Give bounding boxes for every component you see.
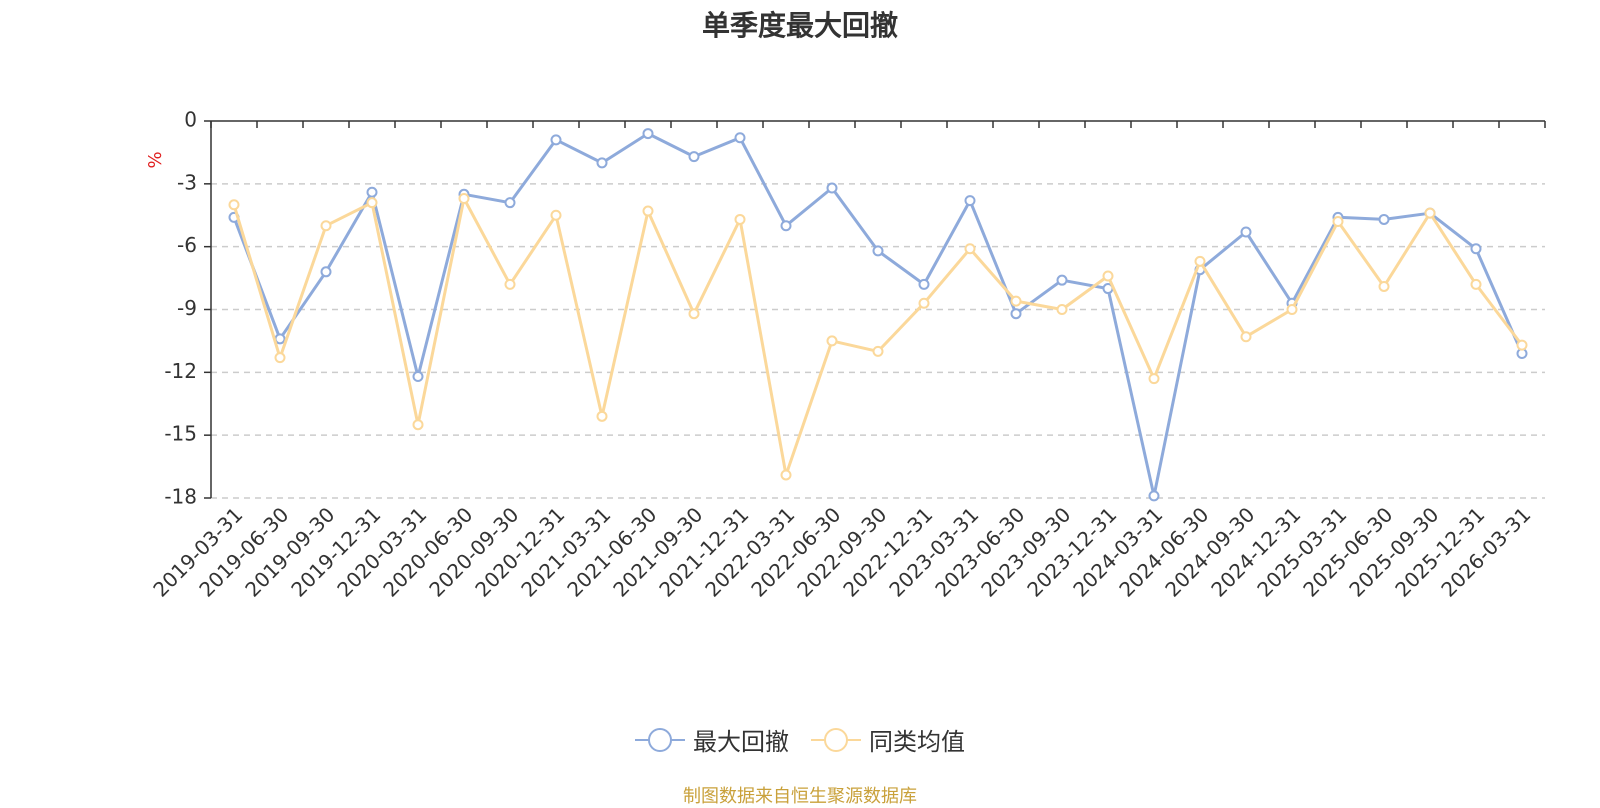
data-point — [780, 220, 792, 232]
data-point — [734, 213, 746, 225]
data-point — [1010, 308, 1022, 320]
y-axis-unit-label: % — [145, 151, 166, 168]
legend: 最大回撤 同类均值 — [0, 722, 1600, 757]
data-point — [1102, 270, 1114, 282]
y-tick-label: -9 — [177, 296, 197, 320]
chart-title: 单季度最大回撤 — [701, 9, 898, 42]
data-point — [550, 209, 562, 221]
data-point — [1240, 226, 1252, 238]
y-tick-label: -12 — [164, 359, 197, 383]
data-point — [918, 297, 930, 309]
data-point — [1378, 213, 1390, 225]
data-point — [826, 182, 838, 194]
data-point — [642, 128, 654, 140]
data-point — [918, 278, 930, 290]
legend-item-max-drawdown[interactable]: 最大回撤 — [635, 722, 789, 757]
y-tick-label: 0 — [184, 108, 197, 132]
data-point — [826, 335, 838, 347]
legend-label: 最大回撤 — [693, 728, 789, 756]
data-point — [872, 245, 884, 257]
data-point — [1378, 280, 1390, 292]
data-point — [688, 151, 700, 163]
source-note: 制图数据来自恒生聚源数据库 — [683, 786, 917, 807]
series-line-0 — [232, 132, 1524, 498]
data-point — [550, 134, 562, 146]
data-point — [1516, 339, 1528, 351]
data-point — [596, 410, 608, 422]
legend-marker-icon — [811, 727, 861, 752]
data-point — [1148, 490, 1160, 502]
data-point — [504, 278, 516, 290]
data-point — [1148, 373, 1160, 385]
data-point — [1286, 304, 1298, 315]
data-point — [1240, 331, 1252, 343]
data-point — [780, 469, 792, 481]
data-point — [1470, 278, 1482, 290]
data-point — [734, 132, 746, 144]
data-point — [412, 419, 424, 431]
data-point — [1470, 243, 1482, 255]
y-tick-label: -18 — [164, 485, 197, 509]
y-tick-label: -6 — [177, 233, 197, 257]
data-point — [458, 192, 470, 204]
data-point — [504, 197, 516, 209]
data-point — [274, 333, 286, 345]
y-tick-label: -3 — [177, 170, 197, 194]
data-point — [320, 266, 332, 278]
data-point — [228, 199, 240, 211]
legend-marker-icon — [635, 727, 685, 752]
data-point — [642, 205, 654, 217]
data-point — [1194, 255, 1206, 267]
y-tick-label: -15 — [164, 422, 197, 446]
data-point — [274, 352, 286, 364]
data-point — [320, 220, 332, 232]
data-point — [872, 345, 884, 357]
legend-item-category-average[interactable]: 同类均值 — [811, 722, 965, 757]
legend-label: 同类均值 — [869, 728, 965, 756]
data-point — [1332, 216, 1344, 228]
data-point — [964, 243, 976, 255]
data-point — [1424, 207, 1436, 219]
data-point — [1056, 274, 1068, 286]
data-point — [1056, 304, 1068, 315]
data-point — [688, 308, 700, 320]
data-point — [366, 197, 378, 209]
data-point — [412, 371, 424, 383]
data-point — [366, 186, 378, 198]
data-point — [964, 195, 976, 207]
data-point — [1010, 295, 1022, 307]
data-point — [596, 157, 608, 169]
